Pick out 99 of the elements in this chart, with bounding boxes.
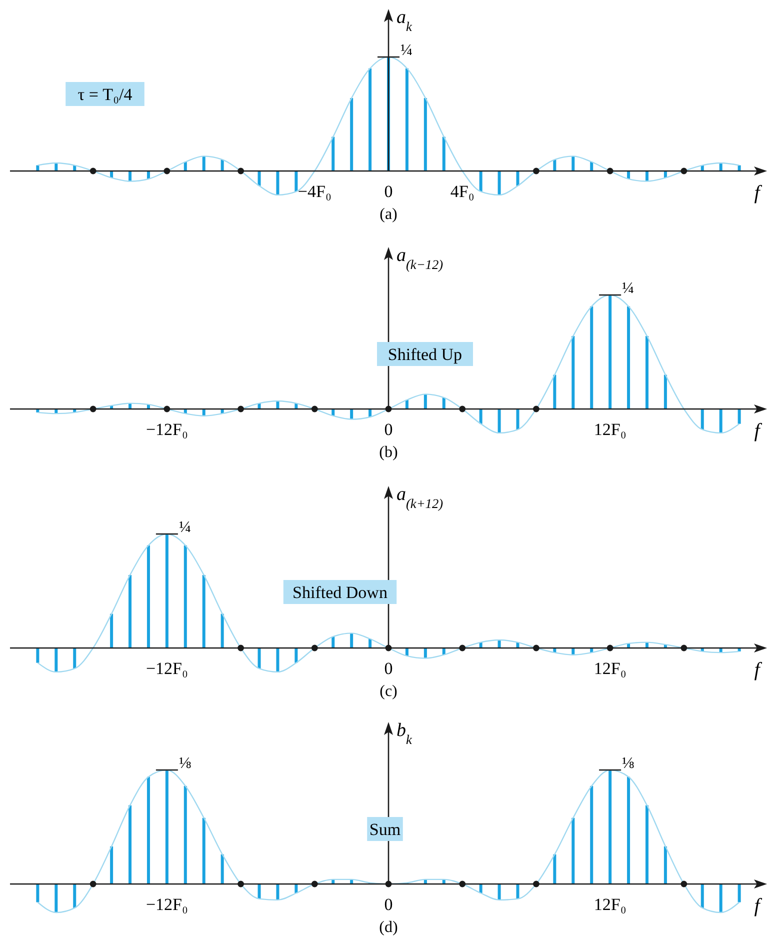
bar xyxy=(572,336,575,409)
bar xyxy=(350,633,354,648)
bar xyxy=(184,545,187,648)
y-axis-title: b$_{k}$ xyxy=(396,720,413,746)
bar xyxy=(54,648,58,672)
x-axis-title: f xyxy=(754,659,762,681)
bar xyxy=(165,534,168,648)
bar xyxy=(36,648,40,663)
x-tick-label: 0 xyxy=(384,420,393,439)
bar xyxy=(498,171,501,195)
annotation: Shifted Up xyxy=(388,345,462,364)
bar xyxy=(294,648,298,663)
x-tick-label: −12F₀ xyxy=(146,659,188,678)
bar xyxy=(146,545,150,648)
bar xyxy=(738,409,741,424)
bar xyxy=(590,786,594,884)
bar xyxy=(202,575,206,648)
annotation: ¼ xyxy=(400,42,412,59)
y-axis-title: a$_{k}$ xyxy=(396,7,413,34)
bar xyxy=(73,884,76,908)
bar xyxy=(516,884,520,899)
annotation: Sum xyxy=(369,820,401,839)
bar xyxy=(258,648,261,669)
bar xyxy=(498,884,501,900)
bar xyxy=(128,805,132,884)
bar xyxy=(54,884,58,912)
bar xyxy=(202,818,206,884)
annotation: ¼ xyxy=(622,280,634,297)
bar xyxy=(719,409,722,433)
bar xyxy=(424,98,427,171)
bar xyxy=(627,776,630,884)
x-tick-label: 12F₀ xyxy=(594,420,626,439)
x-tick-label: 0 xyxy=(384,895,393,914)
bar xyxy=(572,818,575,884)
bar xyxy=(498,409,501,433)
bar xyxy=(165,770,168,884)
x-tick-label: 0 xyxy=(384,659,393,678)
bar xyxy=(146,776,150,884)
bar xyxy=(608,295,612,409)
bar xyxy=(258,171,261,186)
x-tick-label: −4F₀ xyxy=(298,182,332,201)
bar xyxy=(664,846,667,884)
bar xyxy=(276,171,280,195)
text: (a) xyxy=(380,206,398,223)
annotation: ⅛ xyxy=(178,755,191,772)
bar xyxy=(645,805,648,884)
bar xyxy=(36,884,40,902)
bar xyxy=(738,884,741,902)
bar xyxy=(73,648,76,669)
annotation: ¼ xyxy=(178,519,191,536)
x-tick-label: 12F₀ xyxy=(594,659,626,678)
bar xyxy=(220,614,224,648)
bar xyxy=(220,854,224,884)
x-tick-label: −12F₀ xyxy=(146,895,188,914)
bar xyxy=(202,156,206,171)
bar xyxy=(332,136,335,171)
x-tick-label: 12F₀ xyxy=(594,895,626,914)
x-tick-label: 4F₀ xyxy=(450,182,474,201)
bar xyxy=(276,884,280,900)
bar xyxy=(184,786,187,884)
bar xyxy=(442,136,446,171)
x-tick-label: −12F₀ xyxy=(146,420,188,439)
bar xyxy=(368,68,372,171)
annotation: Shifted Down xyxy=(292,583,388,602)
x-axis-title: f xyxy=(754,895,762,917)
bar xyxy=(424,394,427,409)
bar xyxy=(590,306,594,409)
bar xyxy=(553,854,556,884)
y-axis-title: a$_{(k−12)}$ xyxy=(396,245,444,272)
annotation: ⅛ xyxy=(622,755,634,772)
y-axis-title: a$_{(k+12)}$ xyxy=(396,484,444,510)
bar xyxy=(572,156,575,171)
x-axis-title: f xyxy=(754,420,762,442)
bar xyxy=(479,171,482,192)
annotation: τ = T₀/4 xyxy=(78,85,133,104)
x-tick-label: 0 xyxy=(384,182,393,201)
text: (d) xyxy=(379,919,398,936)
text: (c) xyxy=(380,683,398,700)
bar xyxy=(276,648,280,672)
bar xyxy=(128,575,132,648)
bar xyxy=(110,846,114,884)
bar xyxy=(110,614,114,648)
bar xyxy=(700,884,704,908)
bar xyxy=(516,171,520,186)
bar xyxy=(719,884,722,912)
bar xyxy=(405,68,408,171)
bar xyxy=(553,374,556,409)
bar xyxy=(516,409,520,430)
bar xyxy=(664,374,667,409)
text: (b) xyxy=(379,444,398,461)
x-axis-title: f xyxy=(754,182,762,204)
bar xyxy=(294,171,298,192)
bar xyxy=(645,336,648,409)
bar xyxy=(258,884,261,899)
bar xyxy=(479,409,482,424)
bar xyxy=(627,306,630,409)
bar xyxy=(608,770,612,884)
bar xyxy=(350,98,354,171)
bar xyxy=(700,409,704,430)
